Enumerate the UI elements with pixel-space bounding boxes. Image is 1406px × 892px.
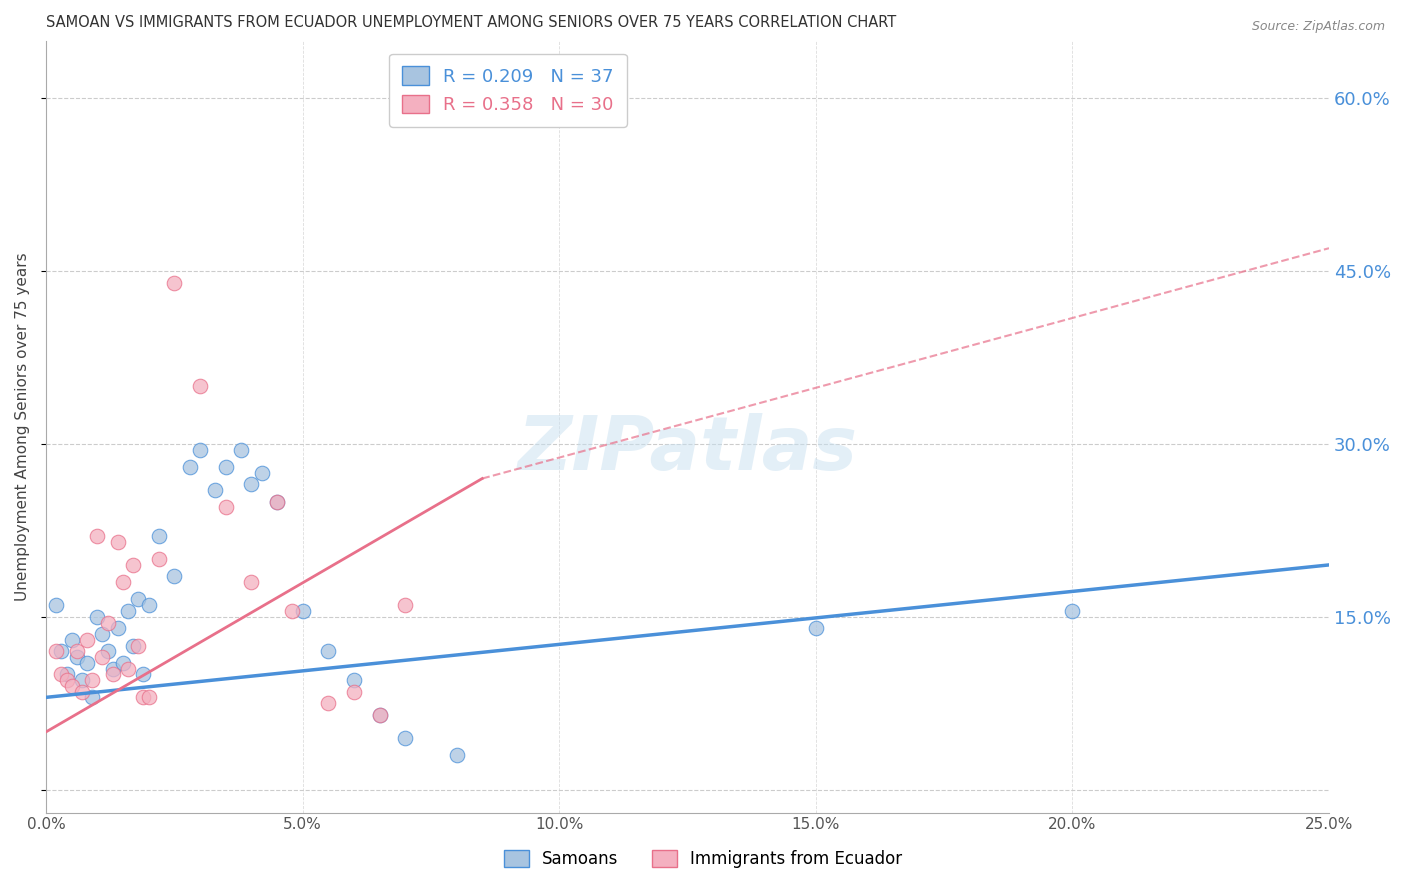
Point xyxy=(229,442,252,457)
Point xyxy=(101,662,124,676)
Point xyxy=(96,644,118,658)
Point xyxy=(122,639,145,653)
Y-axis label: Unemployment Among Seniors over 75 years: Unemployment Among Seniors over 75 years xyxy=(15,252,30,601)
Point xyxy=(86,529,108,543)
Point xyxy=(127,592,149,607)
Point xyxy=(281,604,304,618)
Point xyxy=(76,632,98,647)
Point xyxy=(368,707,391,722)
Point xyxy=(148,529,170,543)
Point xyxy=(250,466,273,480)
Point xyxy=(111,575,134,590)
Point xyxy=(127,639,149,653)
Text: SAMOAN VS IMMIGRANTS FROM ECUADOR UNEMPLOYMENT AMONG SENIORS OVER 75 YEARS CORRE: SAMOAN VS IMMIGRANTS FROM ECUADOR UNEMPL… xyxy=(46,15,896,30)
Point xyxy=(101,667,124,681)
Point xyxy=(138,690,160,705)
Point xyxy=(368,707,391,722)
Point xyxy=(91,627,114,641)
Point xyxy=(132,690,155,705)
Point xyxy=(188,379,211,393)
Point xyxy=(214,460,236,475)
Point xyxy=(343,684,366,698)
Point xyxy=(122,558,145,572)
Point xyxy=(107,534,129,549)
Point xyxy=(60,679,83,693)
Point xyxy=(51,667,73,681)
Text: Source: ZipAtlas.com: Source: ZipAtlas.com xyxy=(1251,20,1385,33)
Point xyxy=(240,477,263,491)
Legend: Samoans, Immigrants from Ecuador: Samoans, Immigrants from Ecuador xyxy=(495,842,911,877)
Point xyxy=(55,673,77,687)
Point xyxy=(86,609,108,624)
Point xyxy=(70,673,93,687)
Point xyxy=(291,604,314,618)
Point xyxy=(316,644,339,658)
Point xyxy=(82,673,104,687)
Point xyxy=(446,747,468,762)
Point xyxy=(111,656,134,670)
Point xyxy=(91,650,114,665)
Point xyxy=(214,500,236,515)
Point xyxy=(343,673,366,687)
Point xyxy=(76,656,98,670)
Point xyxy=(45,644,67,658)
Point xyxy=(70,684,93,698)
Point xyxy=(66,644,89,658)
Point xyxy=(107,621,129,635)
Point xyxy=(394,731,416,745)
Point xyxy=(82,690,104,705)
Point xyxy=(138,599,160,613)
Point xyxy=(132,667,155,681)
Point xyxy=(117,662,139,676)
Point xyxy=(394,599,416,613)
Point xyxy=(266,494,288,508)
Point xyxy=(60,632,83,647)
Point xyxy=(266,494,288,508)
Point xyxy=(117,604,139,618)
Point xyxy=(316,696,339,710)
Legend: R = 0.209   N = 37, R = 0.358   N = 30: R = 0.209 N = 37, R = 0.358 N = 30 xyxy=(389,54,627,127)
Point xyxy=(179,460,201,475)
Point xyxy=(204,483,226,497)
Point xyxy=(163,276,186,290)
Point xyxy=(804,621,827,635)
Point xyxy=(1062,604,1084,618)
Text: ZIPatlas: ZIPatlas xyxy=(517,413,858,486)
Point xyxy=(51,644,73,658)
Point xyxy=(55,667,77,681)
Point xyxy=(96,615,118,630)
Point xyxy=(45,599,67,613)
Point xyxy=(66,650,89,665)
Point xyxy=(163,569,186,583)
Point xyxy=(148,552,170,566)
Point xyxy=(188,442,211,457)
Point xyxy=(240,575,263,590)
